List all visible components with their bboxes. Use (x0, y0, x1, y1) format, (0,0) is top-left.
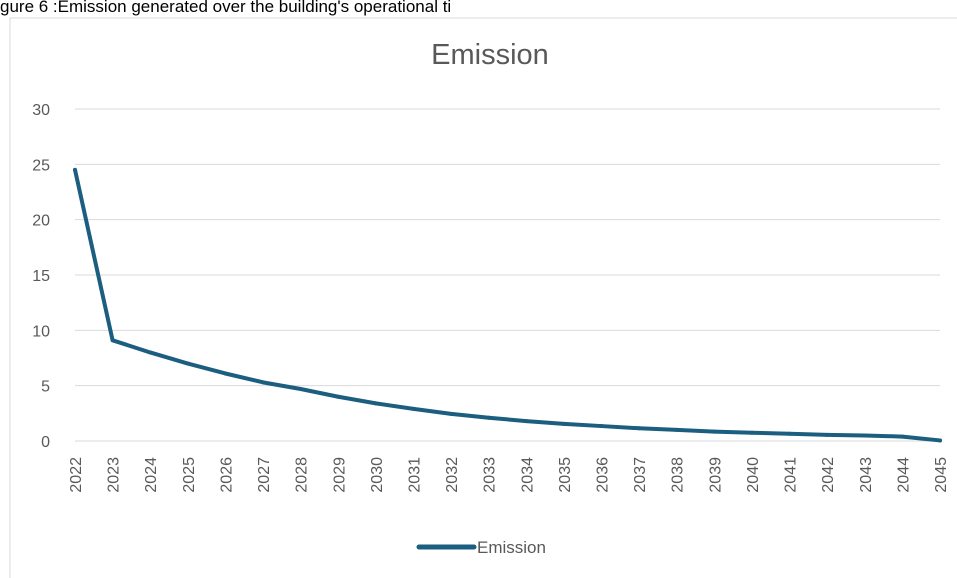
data-point (223, 371, 228, 376)
x-tick-label: 2044 (895, 457, 912, 493)
data-point (862, 433, 867, 438)
y-tick-label: 5 (41, 379, 50, 396)
data-point (561, 421, 566, 426)
x-axis-ticks: 2022 2023 2024 2025 2026 2027 2028 2029 2030 2031… (68, 457, 950, 493)
x-tick-label: 2039 (707, 457, 724, 493)
data-point (524, 419, 529, 424)
x-tick-label: 2023 (106, 457, 123, 493)
y-tick-label: 20 (32, 213, 50, 230)
y-tick-label: 0 (41, 434, 50, 451)
y-tick-label: 25 (32, 157, 50, 174)
x-tick-label: 2027 (256, 457, 273, 493)
x-tick-label: 2028 (294, 457, 311, 493)
x-tick-label: 2041 (783, 457, 800, 493)
x-tick-label: 2040 (745, 457, 762, 493)
data-point (298, 386, 303, 391)
data-point (110, 338, 115, 343)
data-point (486, 415, 491, 420)
data-point (449, 411, 454, 416)
x-tick-label: 2045 (933, 457, 950, 493)
x-tick-label: 2036 (595, 457, 612, 493)
legend: Emission (416, 538, 546, 557)
y-tick-label: 30 (32, 102, 50, 119)
data-point (73, 167, 77, 172)
data-point (674, 427, 679, 432)
series-layer (73, 167, 942, 443)
x-tick-label: 2032 (444, 457, 461, 493)
gridlines (75, 108, 940, 442)
data-point (712, 429, 717, 434)
data-point (261, 380, 266, 385)
legend-label: Emission (477, 538, 546, 557)
x-tick-label: 2022 (68, 457, 85, 493)
data-point (411, 406, 416, 411)
x-tick-label: 2043 (858, 457, 875, 493)
x-tick-label: 2026 (218, 457, 235, 493)
series-line-emission (73, 167, 942, 443)
x-tick-label: 2033 (482, 457, 499, 493)
x-tick-label: 2025 (181, 457, 198, 493)
data-point (938, 438, 942, 443)
data-point (825, 432, 830, 437)
x-tick-label: 2029 (331, 457, 348, 493)
chart-border (9, 17, 957, 578)
data-point (373, 401, 378, 406)
x-tick-label: 2034 (519, 457, 536, 493)
x-tick-label: 2031 (406, 457, 423, 493)
data-point (900, 434, 905, 439)
data-point (336, 394, 341, 399)
chart-title: Emission (431, 39, 549, 71)
x-tick-label: 2042 (820, 457, 837, 493)
y-axis-ticks: 0 5 10 15 20 25 30 (32, 102, 50, 451)
x-tick-label: 2024 (143, 457, 160, 493)
y-tick-label: 15 (32, 268, 50, 285)
data-point (637, 426, 642, 431)
x-tick-label: 2035 (557, 457, 574, 493)
data-point (599, 424, 604, 429)
data-point (148, 350, 153, 355)
figure-caption: gure 6 :Emission generated over the buil… (0, 0, 451, 16)
data-point (185, 361, 190, 366)
x-tick-label: 2038 (670, 457, 687, 493)
x-tick-label: 2030 (369, 457, 386, 493)
data-point (787, 431, 792, 436)
x-tick-label: 2037 (632, 457, 649, 493)
y-tick-label: 10 (32, 323, 50, 340)
data-point (749, 430, 754, 435)
